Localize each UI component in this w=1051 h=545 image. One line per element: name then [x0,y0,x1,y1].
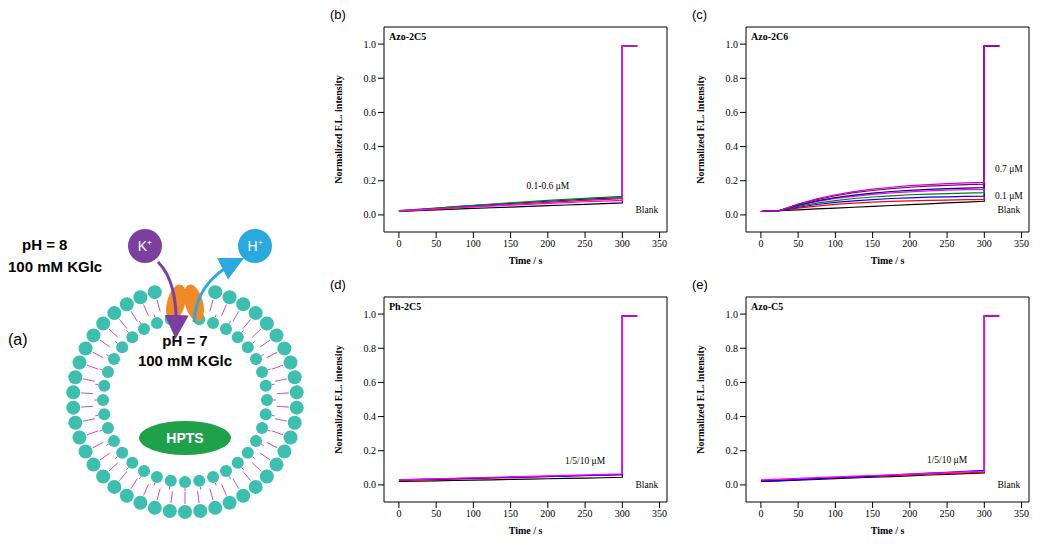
svg-text:0.8: 0.8 [726,343,739,354]
svg-text:50: 50 [431,508,441,519]
svg-text:Normalized F.L. intensity: Normalized F.L. intensity [695,345,706,454]
svg-text:Blank: Blank [998,480,1021,490]
svg-text:0.8: 0.8 [364,73,377,84]
html-text:(e): (e) [692,277,708,292]
html-text:(b): (b) [330,7,346,22]
svg-text:0.1 μM: 0.1 μM [995,191,1023,201]
svg-text:Time / s: Time / s [871,255,905,266]
svg-text:50: 50 [793,238,803,249]
html-text:Azo-2C6: Azo-2C6 [751,31,789,42]
html-text:(d): (d) [330,277,346,292]
svg-text:K⁺: K⁺ [138,238,152,254]
svg-text:Normalized F.L. intensity: Normalized F.L. intensity [333,345,344,454]
svg-text:0.2: 0.2 [364,445,377,456]
svg-text:100: 100 [466,238,481,249]
svg-text:0: 0 [396,238,401,249]
svg-text:0.2: 0.2 [364,175,377,186]
svg-text:200: 200 [540,508,555,519]
svg-text:150: 150 [503,508,518,519]
html-text:(c): (c) [692,7,708,22]
svg-text:1.0: 1.0 [364,39,377,50]
svg-text:100: 100 [828,508,843,519]
svg-text:250: 250 [578,508,593,519]
svg-text:50: 50 [431,238,441,249]
html-text:Azo-2C5: Azo-2C5 [389,31,427,42]
svg-text:Blank: Blank [636,205,659,215]
svg-text:0.8: 0.8 [364,343,377,354]
svg-text:Normalized F.L. intensity: Normalized F.L. intensity [695,75,706,184]
svg-text:HPTS: HPTS [166,430,203,446]
svg-text:0.6: 0.6 [364,107,377,118]
svg-text:150: 150 [865,508,880,519]
svg-text:0.8: 0.8 [726,73,739,84]
svg-text:pH = 8: pH = 8 [22,236,67,253]
html-text:Ph-2C5: Ph-2C5 [389,301,422,312]
svg-text:350: 350 [652,508,667,519]
svg-text:Time / s: Time / s [871,525,905,536]
svg-text:100: 100 [466,508,481,519]
svg-text:350: 350 [652,238,667,249]
svg-text:Time / s: Time / s [509,525,543,536]
svg-text:1.0: 1.0 [364,309,377,320]
svg-text:0.7 μM: 0.7 μM [995,164,1023,174]
svg-text:0.6: 0.6 [726,107,739,118]
svg-text:0.6: 0.6 [726,377,739,388]
svg-text:300: 300 [977,508,992,519]
svg-text:0.4: 0.4 [726,141,739,152]
html-text:Azo-C5: Azo-C5 [751,301,784,312]
svg-text:0.0: 0.0 [364,209,377,220]
svg-text:300: 300 [977,238,992,249]
svg-text:150: 150 [503,238,518,249]
svg-text:0.6: 0.6 [364,377,377,388]
svg-text:0.0: 0.0 [726,209,739,220]
svg-text:100 mM KGlc: 100 mM KGlc [8,258,102,275]
svg-text:0.0: 0.0 [726,479,739,490]
svg-text:0.4: 0.4 [364,411,377,422]
svg-text:(a): (a) [8,331,28,348]
svg-text:0: 0 [758,238,763,249]
svg-text:350: 350 [1014,238,1029,249]
svg-text:250: 250 [578,238,593,249]
svg-text:50: 50 [793,508,803,519]
svg-text:1/5/10 μM: 1/5/10 μM [565,456,606,466]
svg-text:Normalized F.L. intensity: Normalized F.L. intensity [333,75,344,184]
svg-text:250: 250 [940,238,955,249]
svg-text:300: 300 [615,508,630,519]
svg-text:1.0: 1.0 [726,39,739,50]
svg-text:0: 0 [758,508,763,519]
svg-text:Blank: Blank [998,205,1021,215]
svg-text:300: 300 [615,238,630,249]
svg-text:pH = 7: pH = 7 [162,332,207,349]
svg-text:0.2: 0.2 [726,445,739,456]
svg-text:200: 200 [902,238,917,249]
svg-text:0.4: 0.4 [726,411,739,422]
svg-text:0.4: 0.4 [364,141,377,152]
svg-text:200: 200 [902,508,917,519]
svg-text:0.2: 0.2 [726,175,739,186]
svg-text:H⁺: H⁺ [247,238,262,254]
svg-text:Time / s: Time / s [509,255,543,266]
svg-text:200: 200 [540,238,555,249]
svg-text:1/5/10 μM: 1/5/10 μM [927,455,968,465]
svg-text:0: 0 [396,508,401,519]
svg-text:100: 100 [828,238,843,249]
svg-text:0.0: 0.0 [364,479,377,490]
svg-text:150: 150 [865,238,880,249]
svg-text:250: 250 [940,508,955,519]
svg-text:350: 350 [1014,508,1029,519]
svg-text:0.1-0.6 μM: 0.1-0.6 μM [526,181,569,191]
svg-text:Blank: Blank [636,480,659,490]
svg-text:100 mM KGlc: 100 mM KGlc [138,352,232,369]
svg-text:1.0: 1.0 [726,309,739,320]
